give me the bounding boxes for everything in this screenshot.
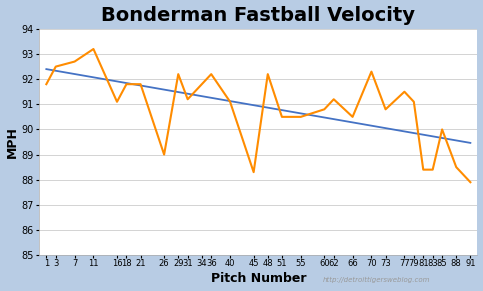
Y-axis label: MPH: MPH [6,126,18,158]
Title: Bonderman Fastball Velocity: Bonderman Fastball Velocity [101,6,415,24]
X-axis label: Pitch Number: Pitch Number [211,272,306,285]
Text: http://detroittigersweblog.com: http://detroittigersweblog.com [323,277,430,283]
